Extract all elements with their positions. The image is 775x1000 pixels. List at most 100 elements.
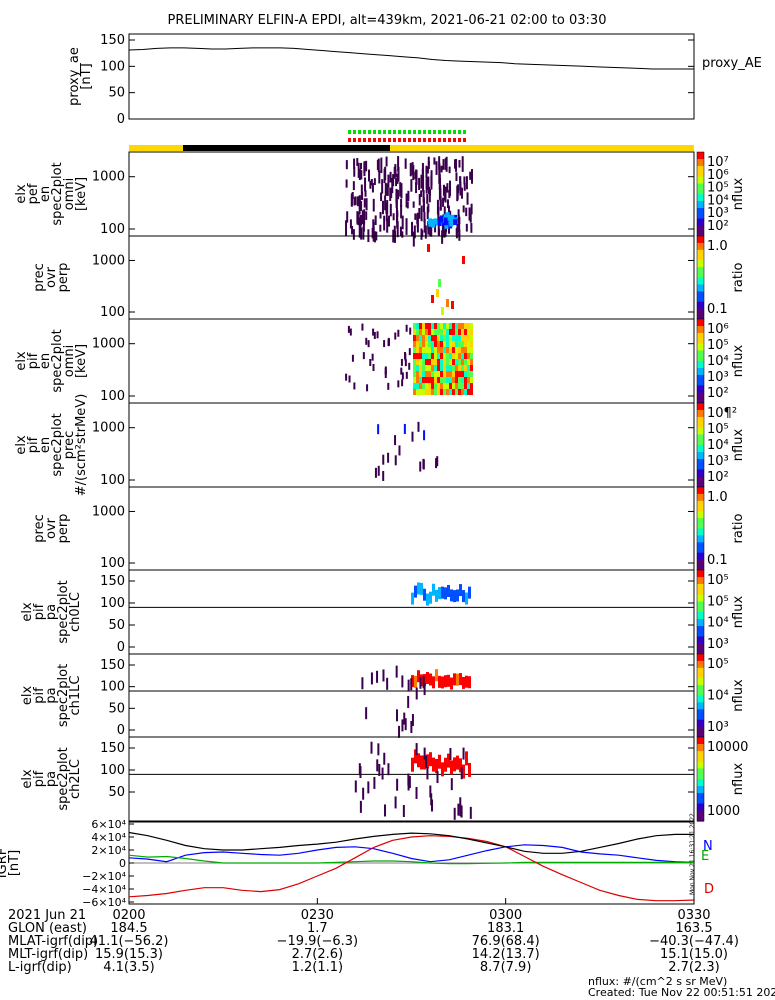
spectrogram-cell <box>361 323 364 331</box>
colorbar-segment <box>697 169 704 174</box>
figure-title: PRELIMINARY ELFIN-A EPDI, alt=439km, 202… <box>168 13 607 28</box>
pa-cell <box>429 752 432 767</box>
spectrogram-cell <box>395 198 398 208</box>
spectrogram-cell <box>424 225 427 239</box>
spectrogram-cell <box>418 207 421 219</box>
spectrogram-cell <box>422 353 425 359</box>
pa-cell <box>435 589 438 602</box>
spectrogram-cell <box>425 389 428 395</box>
colorbar-segment <box>697 504 704 509</box>
colorbar-segment <box>697 340 704 345</box>
spectrogram-cell <box>461 335 464 341</box>
pa-cell <box>411 675 414 688</box>
spectrogram-cell <box>455 371 458 377</box>
colorbar-segment <box>697 406 704 411</box>
pa-cell <box>435 669 438 682</box>
spectrogram-cell <box>434 224 437 233</box>
ratio-cell <box>441 307 444 315</box>
colorbar-segment <box>697 180 704 185</box>
spectrogram-cell <box>437 371 440 377</box>
panel-ylabel: precovrperp <box>32 263 71 293</box>
igrf-ytick-label: 4×10⁴ <box>91 831 126 844</box>
spectrogram-cell <box>466 192 469 205</box>
spectrogram-cell <box>455 347 458 353</box>
spectrogram-cell <box>437 220 442 227</box>
spectrogram-cell <box>353 158 356 169</box>
ratio-cell <box>446 299 449 307</box>
spectrogram-cell <box>353 167 356 177</box>
colorbar-segment <box>697 211 704 216</box>
spectrogram-cell <box>468 207 471 221</box>
spectrogram-cell <box>464 353 467 359</box>
spectrogram-cell <box>454 159 457 169</box>
colorbar-segment <box>697 256 704 261</box>
spectrogram-cell <box>443 206 446 217</box>
spectrogram-cell <box>400 358 403 366</box>
colorbar-segment <box>697 208 704 213</box>
spectrogram-cell <box>442 197 445 207</box>
spectrogram-cell <box>428 220 433 227</box>
colorbar-segment <box>697 396 704 401</box>
science-zone-marker <box>403 130 406 134</box>
pa-cell <box>432 583 435 596</box>
pa-cell <box>429 673 432 686</box>
spectrogram-cell <box>443 214 448 221</box>
spectrogram-cell <box>446 214 451 221</box>
orbit-row-label: MLT-igrf(dip) <box>8 947 88 962</box>
spectrogram-cell <box>446 199 449 209</box>
science-zone-marker <box>398 130 401 134</box>
panel-ytick-label: 100 <box>100 473 125 488</box>
colorbar-segment <box>697 511 704 516</box>
spectrogram-cell <box>422 347 425 353</box>
colorbar-segment <box>697 587 704 592</box>
colorbar-segment <box>697 246 704 251</box>
colorbar-title: nflux <box>731 763 746 796</box>
spectrogram-cell <box>423 430 426 441</box>
pa-cell <box>422 676 425 689</box>
pa-cell <box>435 758 438 773</box>
colorbar-title: ratio <box>731 262 746 292</box>
spectrogram-cell <box>425 329 428 335</box>
spectrogram-cell <box>419 389 422 395</box>
pa-cell <box>447 584 450 597</box>
colorbar-segment <box>697 807 704 812</box>
panel-ylabel-line: pif <box>32 603 47 620</box>
pa-cell <box>465 675 468 688</box>
spectrogram-cell <box>370 178 373 186</box>
spectrogram-cell <box>446 383 449 389</box>
proxy-ae-ylabel-line: proxy_ae <box>67 47 82 106</box>
proxy-ae-frame <box>128 33 695 120</box>
colorbar-segment <box>697 392 704 397</box>
spectrogram-cell <box>354 196 357 205</box>
colorbar-segment <box>697 215 704 220</box>
spectrogram-cell <box>413 323 416 329</box>
colorbar-segment <box>697 786 704 791</box>
panel-ylabel-line: elx <box>20 769 35 789</box>
spectrogram-cell <box>467 323 470 329</box>
spectrogram-cell <box>351 191 354 199</box>
science-zone-marker <box>368 138 371 142</box>
pa-cell <box>365 707 368 720</box>
science-zone-marker <box>388 130 391 134</box>
spectrogram-cell <box>464 377 467 383</box>
spectrogram-cell <box>458 377 461 383</box>
colorbar-segment <box>697 768 704 773</box>
spectrogram-cell <box>437 389 440 395</box>
spectrogram-cell <box>455 389 458 395</box>
orbit-row-value: 0230 <box>301 908 334 923</box>
pa-cell <box>444 675 447 688</box>
colorbar-segment <box>697 514 704 519</box>
pa-cell <box>415 743 418 756</box>
science-zone-marker <box>393 138 396 142</box>
spectrogram-cell <box>413 347 416 353</box>
colorbar-segment <box>697 280 704 286</box>
colorbar-segment <box>697 566 704 571</box>
pa-cell <box>468 676 471 689</box>
panel-ylabel-line: omni <box>62 178 77 210</box>
spectrogram-cell <box>345 373 348 381</box>
panel-ytick-label: 150 <box>100 574 125 589</box>
spectrogram-cell <box>449 323 452 329</box>
orbit-table: 2021 Jun 21 0200 0230 0300 0330 GLON (east) 18… <box>8 898 739 975</box>
pa-cell <box>377 743 380 756</box>
spectrogram-cell <box>452 353 455 359</box>
